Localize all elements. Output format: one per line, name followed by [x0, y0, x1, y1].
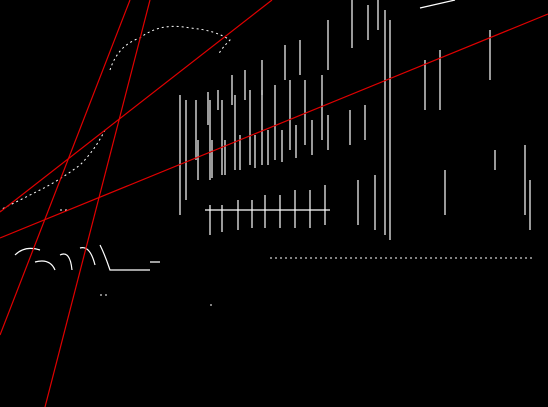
building-edges — [179, 0, 535, 259]
tree-outline — [109, 25, 231, 71]
detected-line — [0, 0, 273, 213]
detected-line — [0, 13, 548, 239]
window-row-edges — [197, 105, 366, 180]
lower-window-edges — [205, 175, 376, 235]
detected-line — [0, 0, 131, 336]
detected-line — [44, 0, 151, 407]
wall-edges — [207, 0, 531, 240]
noise-edges — [60, 209, 215, 306]
branch-outline — [0, 129, 106, 211]
tree-and-figure-edges — [0, 25, 231, 306]
figure-edges — [14, 244, 160, 271]
window-column-edges — [179, 75, 323, 215]
